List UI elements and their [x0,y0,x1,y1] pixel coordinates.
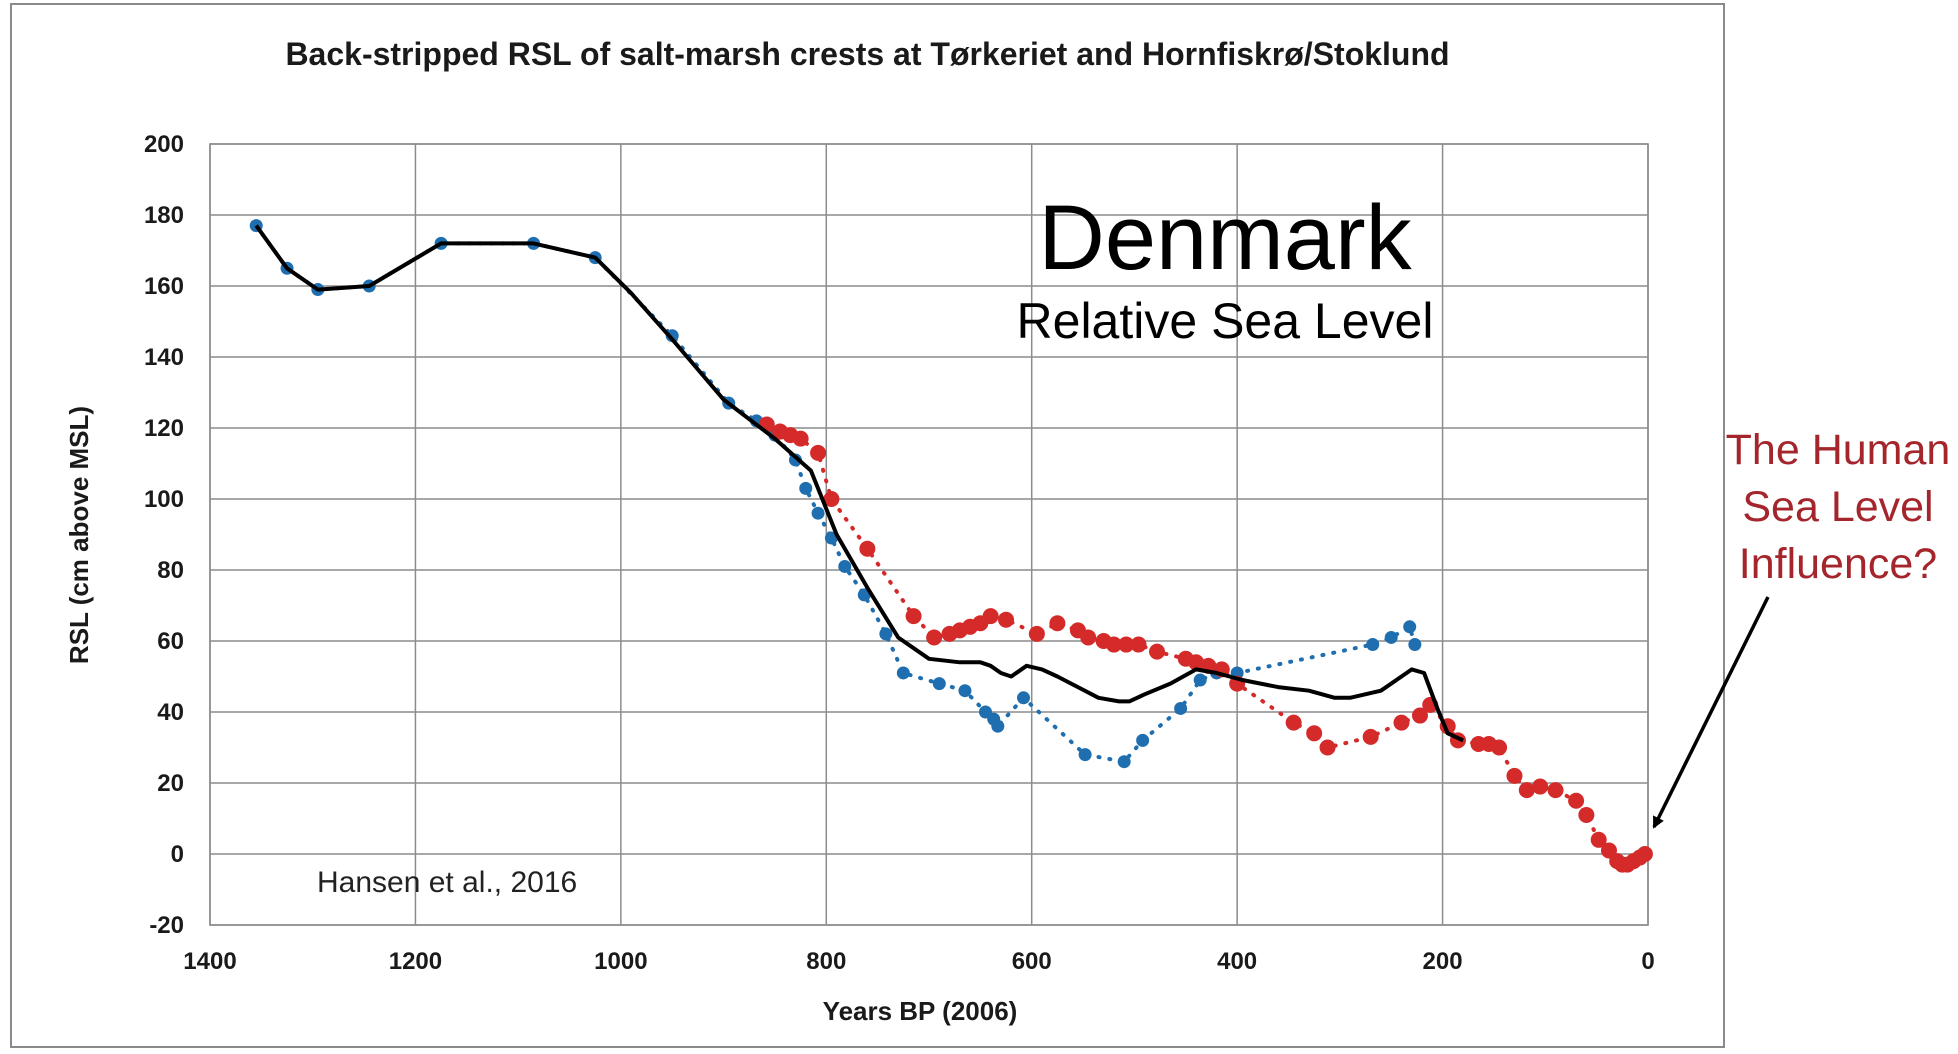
overlay-subtitle: Relative Sea Level [1016,293,1434,349]
blue-series-point [1408,638,1422,652]
blue-series-point [1016,691,1030,705]
source-note: Hansen et al., 2016 [317,866,578,899]
red-series-point [982,608,999,625]
red-series-point [1491,739,1508,756]
y-tick-label: 80 [157,557,184,584]
blue-series-point [799,481,813,495]
y-tick-label: 60 [157,628,184,655]
red-series-point [1506,767,1523,784]
y-tick-label: 0 [171,841,184,868]
annotation-arrow [1652,596,1770,829]
red-series-point [1306,725,1323,742]
x-tick-label: 400 [1217,948,1257,975]
x-tick-label: 600 [1012,948,1052,975]
red-series-point [1130,636,1147,653]
red-series-point [1049,615,1066,632]
x-tick-label: 800 [806,948,846,975]
blue-series-point [896,666,910,680]
blue-series-point [1403,620,1417,634]
red-series-point [1118,636,1135,653]
red-series-point [1188,654,1205,671]
blue-series-point [1117,755,1131,769]
blue-series-point [1174,701,1188,715]
x-tick-label: 0 [1641,948,1654,975]
red-series-point [998,611,1015,628]
red-series-point [792,430,809,447]
y-tick-label: 180 [144,202,184,229]
red-series-point [1636,846,1653,862]
chart-frame [10,3,1725,1048]
red-series-point [905,608,922,625]
y-tick-label: 200 [144,131,184,158]
red-series-point [859,540,876,557]
red-series-point [1578,806,1595,823]
red-series-point [1532,778,1549,795]
blue-series-point [1384,630,1398,644]
y-tick-label: 160 [144,273,184,300]
red-series-point [1105,636,1122,653]
red-series-point [1518,782,1535,799]
blue-series-point [958,684,972,698]
red-series-point [1319,739,1336,756]
y-tick-label: -20 [149,912,184,939]
blue-series-point [838,559,852,573]
series-line-solid [254,224,1464,743]
x-axis-title: Years BP (2006) [823,996,1018,1026]
red-series-point [823,491,840,507]
red-series-point [1080,629,1097,646]
blue-series-point [879,627,893,641]
red-series-point [1590,831,1607,848]
y-tick-label: 120 [144,415,184,442]
red-series-point [1547,782,1564,799]
y-axis-title: RSL (cm above MSL) [64,406,94,664]
blue-series-point [932,677,946,691]
chart-title: Back-stripped RSL of salt-marsh crests a… [285,36,1450,72]
blue-series-point [1193,673,1207,687]
blue-series-point [1078,748,1092,762]
blue-series-point [1136,733,1150,747]
x-tick-label: 200 [1423,948,1463,975]
y-tick-label: 100 [144,486,184,513]
x-tick-label: 1000 [594,948,647,975]
red-series-point [1362,728,1379,745]
red-series-point [1028,625,1045,642]
x-tick-label: 1200 [389,948,442,975]
blue-series-point [991,719,1005,733]
overlay-title: Denmark [1038,187,1412,289]
blue-series-point [1366,638,1380,652]
y-tick-label: 40 [157,699,184,726]
red-series-point [1411,707,1428,724]
annotation-text: The Human Sea Level Influence? [1718,422,1958,593]
x-tick-label: 1400 [183,948,236,975]
red-series-point [1568,792,1585,809]
annotation-line-1: The Human [1725,426,1951,474]
annotation-line-2: Sea Level [1742,483,1934,531]
red-series-point [926,629,943,646]
blue-series-point [811,506,825,520]
red-series-point [1285,714,1302,731]
red-series-point [810,444,827,461]
red-series-point [1393,714,1410,731]
y-tick-label: 20 [157,770,184,797]
y-tick-label: 140 [144,344,184,371]
series-line-dotted [764,422,1647,867]
blue-series-point [665,329,679,343]
red-series-point [1149,643,1166,660]
annotation-line-3: Influence? [1738,540,1938,588]
